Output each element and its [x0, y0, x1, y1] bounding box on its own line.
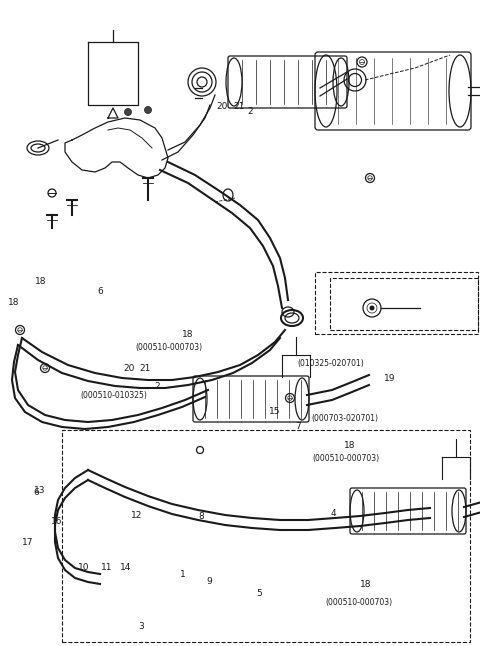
- Text: 12: 12: [131, 511, 143, 520]
- Text: (000510-000703): (000510-000703): [325, 598, 393, 607]
- Text: 4: 4: [331, 509, 336, 518]
- Text: 7: 7: [295, 422, 300, 431]
- Text: 17: 17: [22, 538, 34, 547]
- Ellipse shape: [144, 107, 152, 114]
- Text: 3: 3: [139, 622, 144, 631]
- Text: 2: 2: [155, 382, 160, 391]
- Text: 6: 6: [33, 488, 39, 497]
- Text: 19: 19: [384, 374, 396, 383]
- Text: 16: 16: [51, 517, 62, 526]
- Text: 18: 18: [360, 580, 372, 589]
- Text: 18: 18: [344, 441, 355, 450]
- Text: 5: 5: [256, 589, 262, 598]
- Text: (010325-020701): (010325-020701): [298, 359, 365, 368]
- Text: 13: 13: [34, 486, 45, 495]
- Text: (000510-000703): (000510-000703): [135, 343, 203, 352]
- Text: 8: 8: [199, 512, 204, 521]
- Text: 11: 11: [101, 563, 112, 572]
- Text: 15: 15: [269, 407, 280, 416]
- Text: 18: 18: [35, 276, 47, 286]
- Text: (000510-010325): (000510-010325): [81, 391, 148, 400]
- Text: 14: 14: [120, 563, 132, 572]
- Ellipse shape: [370, 306, 374, 311]
- Ellipse shape: [124, 109, 132, 116]
- Text: 10: 10: [78, 563, 90, 572]
- Text: 21: 21: [233, 102, 245, 111]
- Text: 1: 1: [180, 570, 185, 579]
- Text: 20: 20: [123, 364, 134, 373]
- Text: (000510-000703): (000510-000703): [312, 454, 379, 463]
- Text: 20: 20: [216, 102, 228, 111]
- Text: (000703-020701): (000703-020701): [311, 414, 378, 423]
- Text: 21: 21: [139, 364, 151, 373]
- Text: 18: 18: [8, 298, 19, 307]
- Text: 2: 2: [248, 107, 253, 116]
- Text: 18: 18: [182, 330, 194, 339]
- Text: 9: 9: [206, 577, 212, 586]
- Text: 6: 6: [97, 287, 103, 297]
